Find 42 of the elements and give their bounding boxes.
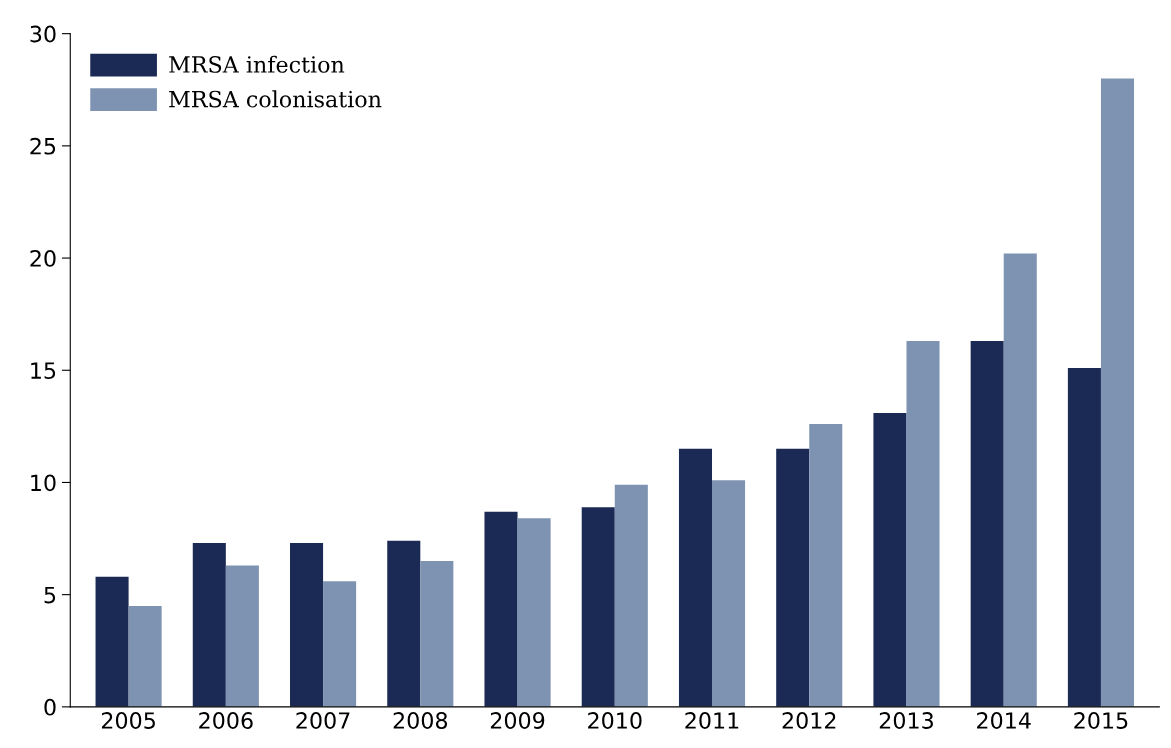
x-tick-label: 2008 (393, 712, 448, 729)
bar (581, 507, 615, 707)
bar (809, 424, 843, 707)
bar (970, 341, 1004, 707)
y-tick-label: 10 (31, 474, 56, 492)
x-tick-label: 2009 (490, 712, 545, 729)
legend-label: MRSA colonisation (169, 90, 382, 108)
bar (192, 543, 226, 707)
bar (1067, 368, 1101, 707)
x-tick-label: 2007 (296, 712, 350, 729)
x-tick-label: 2011 (685, 712, 739, 729)
bar (420, 561, 454, 707)
y-tick-label: 20 (30, 250, 56, 267)
x-tick-label: 2010 (588, 712, 642, 729)
x-tick-label: 2005 (101, 712, 155, 729)
x-tick-label: 2015 (1074, 712, 1128, 729)
bar (906, 341, 940, 707)
bar (873, 412, 907, 707)
y-tick-label: 15 (31, 362, 56, 380)
bar (678, 448, 713, 707)
x-tick-label: 2006 (199, 712, 253, 729)
bar (776, 448, 810, 707)
legend-label: MRSA infection (169, 55, 345, 73)
bar (712, 480, 746, 707)
y-tick-label: 0 (44, 698, 56, 716)
bar (517, 518, 551, 707)
x-tick-label: 2012 (782, 712, 836, 729)
x-tick-label: 2014 (977, 712, 1031, 729)
bar (484, 511, 518, 707)
bar (95, 576, 129, 707)
y-tick-label: 25 (30, 137, 56, 155)
x-tick-label: 2013 (879, 712, 933, 729)
bar (1003, 253, 1037, 707)
bar (1100, 78, 1135, 707)
bar (614, 484, 648, 707)
y-tick-label: 5 (44, 586, 56, 604)
bar (128, 605, 162, 707)
bar (387, 540, 421, 707)
bar (323, 581, 357, 707)
bar (290, 543, 324, 707)
y-tick-label: 30 (30, 25, 56, 43)
bar (225, 565, 259, 707)
